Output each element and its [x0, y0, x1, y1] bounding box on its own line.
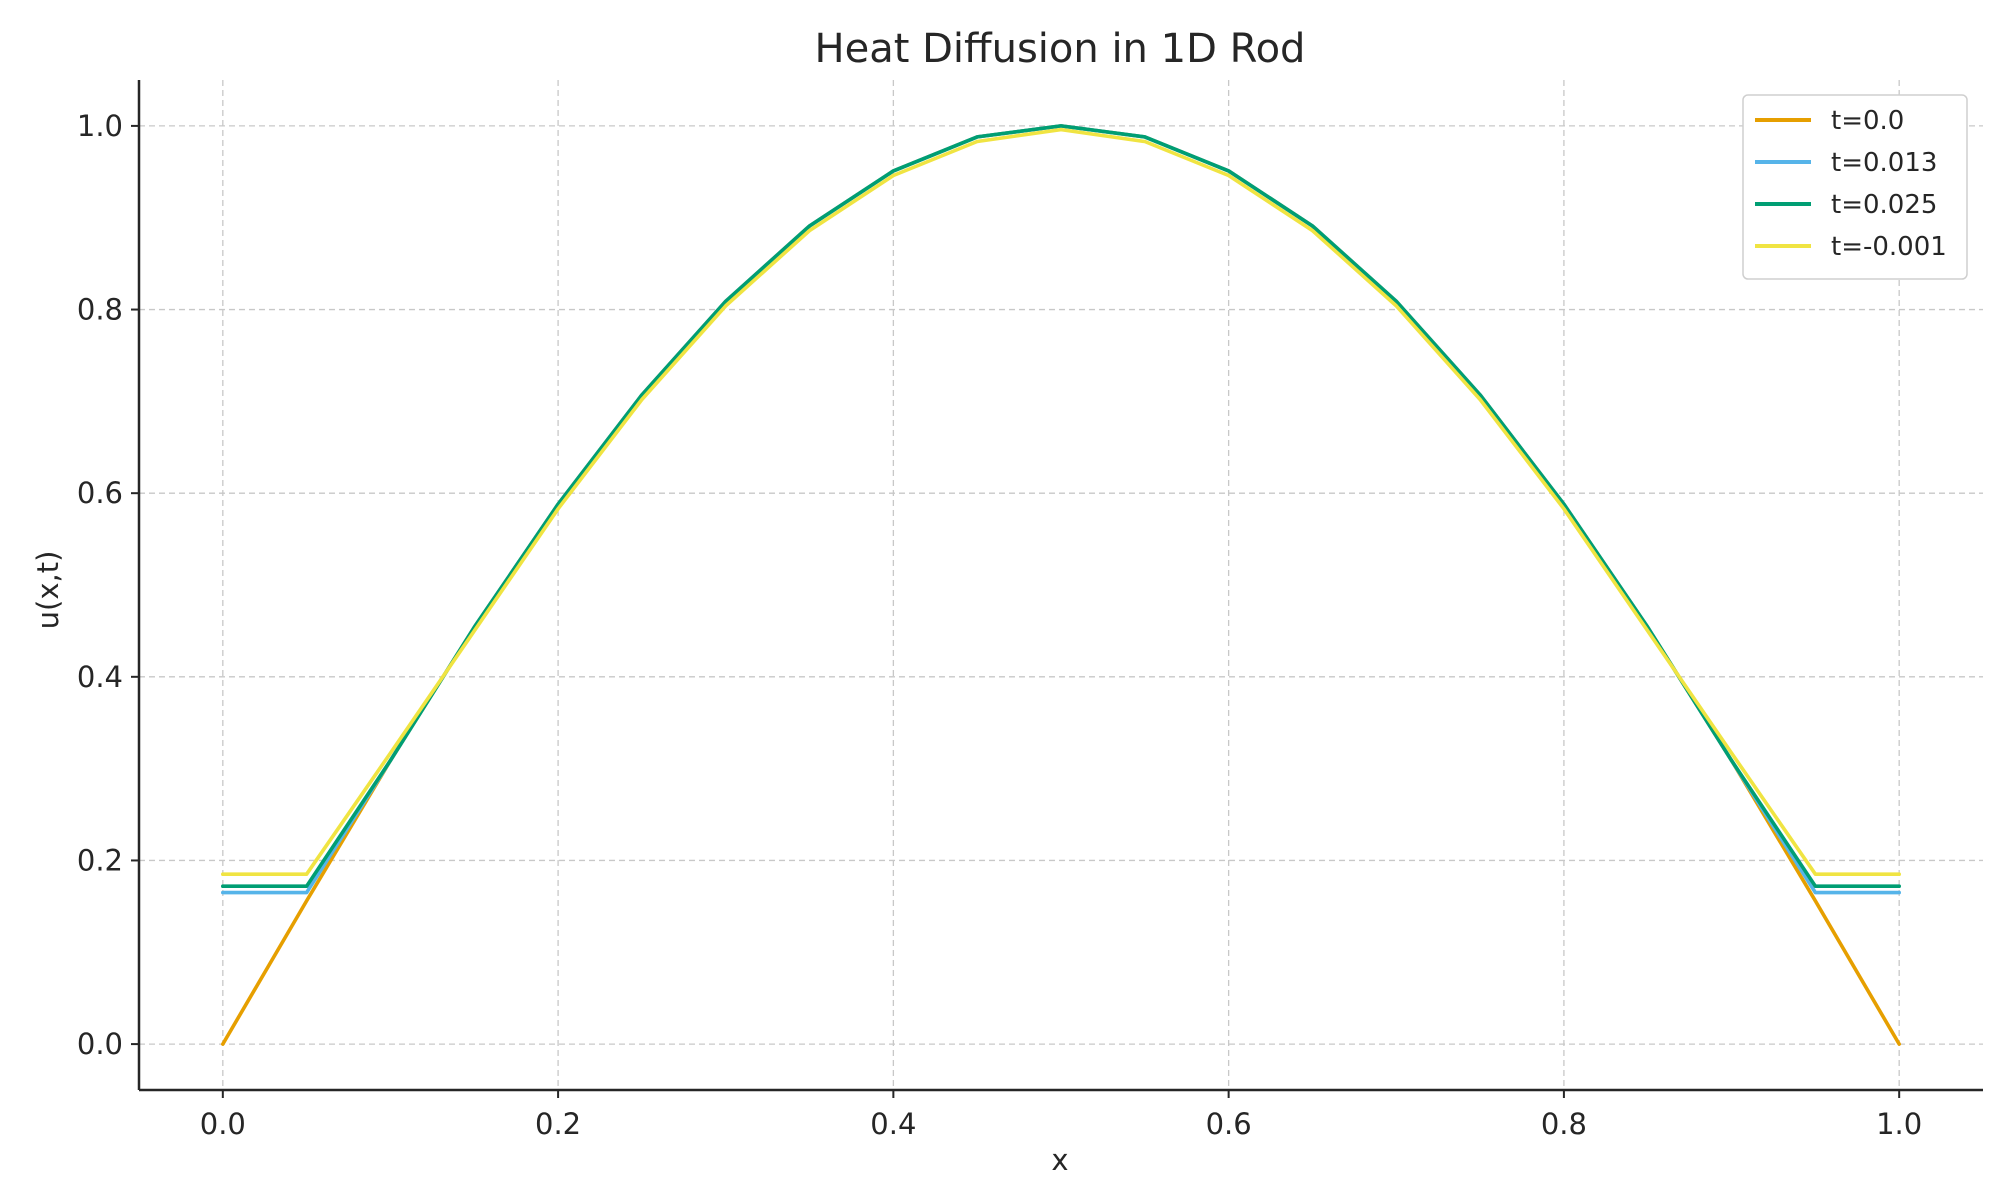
x-tick-label: 0.4 — [870, 1107, 916, 1141]
y-axis-label: u(x,t) — [31, 551, 65, 630]
legend: t=0.0 t=0.013 t=0.025 t=-0.001 — [1742, 94, 1968, 280]
y-tick-label: 0.8 — [77, 293, 123, 327]
chart-title: Heat Diffusion in 1D Rod — [815, 26, 1306, 72]
series-line-3 — [221, 124, 1901, 889]
x-tick-label: 1.0 — [1876, 1107, 1922, 1141]
legend-entry: t=-0.001 — [1831, 232, 1947, 262]
x-tick-label: 0.0 — [200, 1107, 246, 1141]
x-ticks: 0.0 0.2 0.4 0.6 0.8 1.0 — [200, 1090, 1922, 1141]
legend-frame — [1742, 94, 1968, 280]
y-tick-label: 1.0 — [77, 109, 123, 143]
series-line-4 — [221, 127, 1901, 877]
y-tick-label: 0.0 — [77, 1027, 123, 1061]
x-tick-label: 0.2 — [535, 1107, 581, 1141]
y-tick-label: 0.2 — [77, 843, 123, 877]
x-tick-label: 0.8 — [1541, 1107, 1587, 1141]
legend-entry: t=0.025 — [1831, 190, 1937, 220]
plot-lines — [221, 124, 1901, 1046]
legend-entry: t=0.013 — [1831, 148, 1937, 178]
axes — [137, 80, 1983, 1092]
legend-entry: t=0.0 — [1831, 106, 1904, 136]
y-ticks: 0.0 0.2 0.4 0.6 0.8 1.0 — [77, 109, 139, 1061]
y-tick-label: 0.4 — [77, 660, 123, 694]
x-axis-label: x — [1051, 1143, 1068, 1177]
x-tick-label: 0.6 — [1206, 1107, 1252, 1141]
y-tick-label: 0.6 — [77, 476, 123, 510]
